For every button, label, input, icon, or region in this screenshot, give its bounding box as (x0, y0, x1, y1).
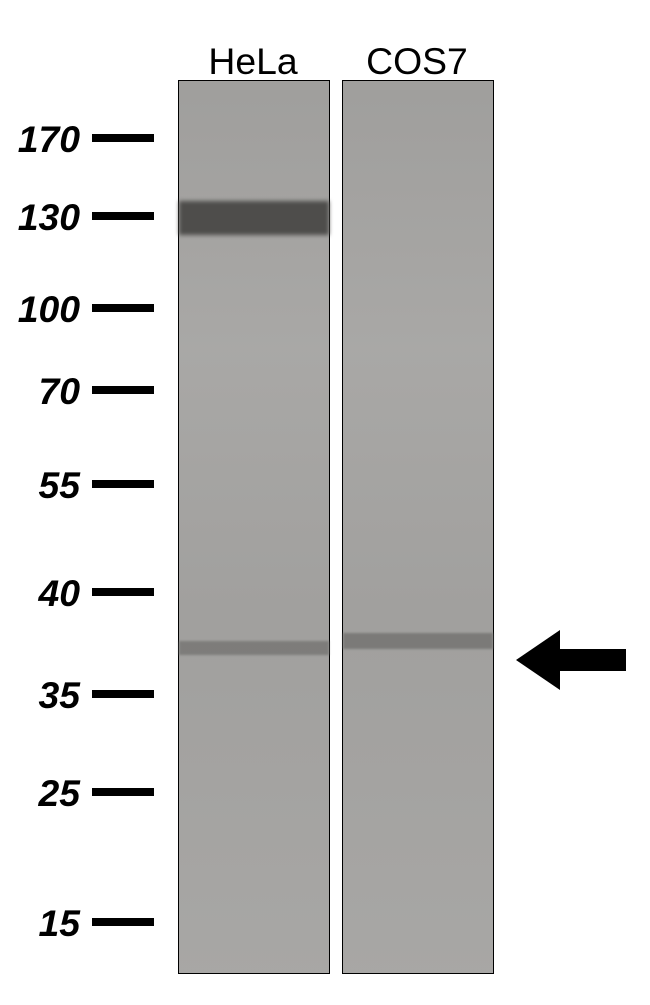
mw-tick-55 (92, 480, 154, 488)
mw-tick-100 (92, 304, 154, 312)
mw-tick-35 (92, 690, 154, 698)
band-hela-1 (179, 641, 329, 655)
mw-tick-40 (92, 588, 154, 596)
target-arrow (516, 630, 626, 690)
lane-label-cos7: COS7 (366, 40, 468, 83)
mw-tick-25 (92, 788, 154, 796)
mw-tick-170 (92, 134, 154, 142)
mw-tick-15 (92, 918, 154, 926)
mw-label-70: 70 (38, 370, 80, 413)
mw-label-100: 100 (18, 288, 80, 331)
mw-label-25: 25 (38, 772, 80, 815)
mw-label-55: 55 (38, 464, 80, 507)
lane-cos7 (342, 80, 494, 974)
mw-tick-70 (92, 386, 154, 394)
blot-canvas: 170 130 100 70 55 40 35 25 15 HeLa COS7 (0, 0, 650, 1005)
lane-label-hela: HeLa (208, 40, 297, 83)
mw-label-170: 170 (18, 118, 80, 161)
band-cos7-0 (343, 633, 493, 649)
mw-label-130: 130 (18, 196, 80, 239)
mw-label-40: 40 (38, 572, 80, 615)
mw-label-15: 15 (38, 902, 80, 945)
lane-hela (178, 80, 330, 974)
mw-label-35: 35 (38, 674, 80, 717)
mw-tick-130 (92, 212, 154, 220)
band-hela-0 (179, 201, 329, 235)
